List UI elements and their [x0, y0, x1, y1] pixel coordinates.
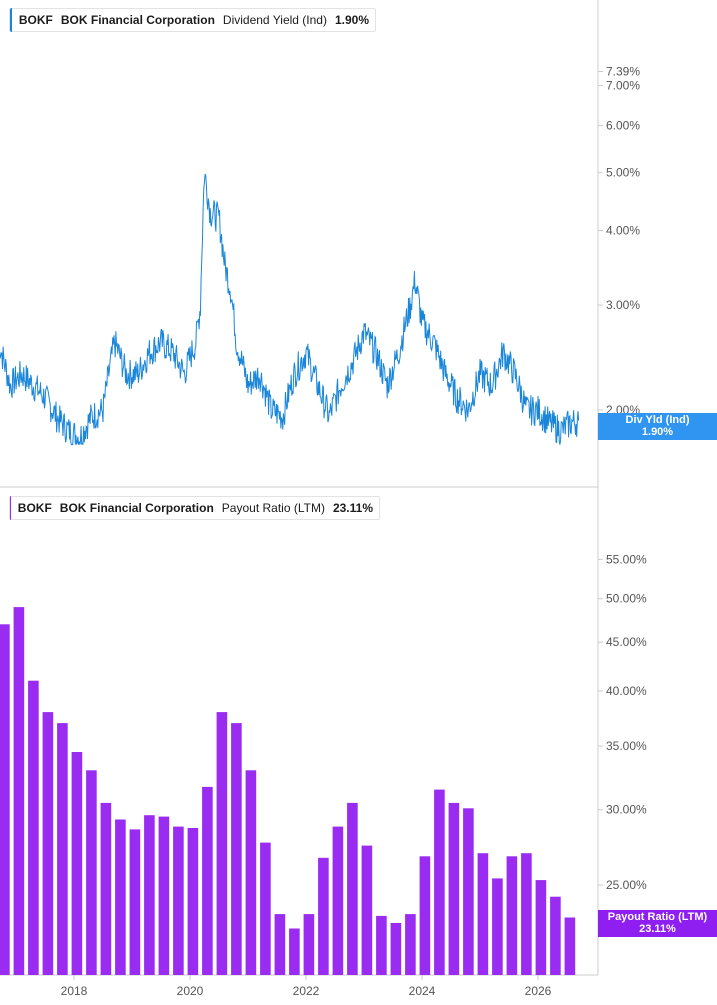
payout-legend-value: 23.11% [332, 501, 373, 515]
x-tick-label: 2026 [525, 984, 552, 998]
payout-legend-ticker: BOKF [17, 501, 52, 515]
yield-tag-value: 1.90% [641, 426, 674, 438]
payout-bar [158, 816, 170, 975]
payout-bar [303, 914, 315, 975]
payout-y-tick-label: 45.00% [606, 635, 647, 649]
payout-bar [260, 842, 271, 975]
payout-y-tick-label: 55.00% [606, 552, 647, 566]
yield-legend-ticker: BOKF [18, 13, 53, 27]
payout-legend-swatch [10, 496, 11, 520]
payout-bar [550, 896, 561, 975]
payout-bar [289, 928, 300, 975]
payout-bar [477, 853, 489, 975]
payout-bar [231, 723, 242, 975]
payout-bar [376, 915, 387, 975]
yield-legend-metric: Dividend Yield (Ind) [222, 13, 327, 27]
payout-y-tick-label: 35.00% [606, 739, 647, 753]
payout-bar [521, 853, 532, 975]
payout-y-tick-label: 30.00% [606, 803, 647, 817]
payout-bar [0, 624, 10, 975]
x-tick-label: 2024 [409, 984, 436, 998]
yield-tag-label: Div Yld (Ind) [625, 414, 690, 426]
yield-y-tick-label: 5.00% [606, 166, 640, 180]
payout-bar [71, 752, 83, 975]
yield-legend: BOKF BOK Financial Corporation Dividend … [9, 8, 376, 32]
payout-bar [332, 826, 344, 975]
payout-bar [419, 856, 431, 975]
payout-bar [564, 917, 576, 975]
payout-bar [202, 786, 213, 975]
payout-bar [463, 808, 474, 975]
yield-y-tick-label: 7.00% [606, 79, 640, 93]
payout-bar [129, 829, 141, 975]
payout-bar [405, 914, 416, 975]
yield-y-tick-label: 7.39% [606, 64, 640, 78]
x-tick-label: 2018 [61, 984, 88, 998]
payout-bar [115, 819, 126, 975]
payout-tag-label: Payout Ratio (LTM) [607, 911, 708, 923]
x-tick-label: 2020 [177, 984, 204, 998]
yield-series-line [0, 173, 580, 446]
payout-y-tick-label: 50.00% [606, 592, 647, 606]
payout-bar [57, 723, 68, 975]
payout-bar [13, 607, 25, 975]
payout-legend-metric: Payout Ratio (LTM) [221, 501, 325, 515]
payout-legend: BOKF BOK Financial Corporation Payout Ra… [9, 496, 380, 520]
payout-bar [28, 680, 39, 975]
yield-legend-value: 1.90% [334, 13, 369, 27]
payout-bar [448, 802, 460, 975]
payout-bar [535, 880, 547, 975]
yield-value-tag: Div Yld (Ind) 1.90% [598, 413, 717, 440]
payout-bar [187, 828, 199, 975]
payout-bar [318, 857, 329, 975]
payout-bar [492, 878, 503, 975]
payout-bar [86, 770, 97, 975]
x-tick-label: 2022 [293, 984, 320, 998]
yield-y-tick-label: 3.00% [606, 298, 640, 312]
payout-tag-value: 23.11% [639, 923, 676, 935]
payout-bar [216, 712, 228, 975]
payout-bar [506, 856, 518, 975]
yield-y-tick-label: 4.00% [606, 223, 640, 237]
payout-bar [347, 802, 358, 975]
yield-legend-company: BOK Financial Corporation [60, 13, 215, 27]
payout-value-tag: Payout Ratio (LTM) 23.11% [598, 910, 717, 937]
payout-bar [100, 802, 112, 975]
payout-legend-company: BOK Financial Corporation [59, 501, 214, 515]
payout-bar [274, 914, 286, 975]
yield-legend-swatch [10, 8, 12, 32]
payout-bar [42, 712, 54, 975]
payout-bar [245, 770, 257, 975]
payout-bar [173, 826, 184, 975]
payout-bar [390, 923, 402, 975]
yield-y-tick-label: 6.00% [606, 118, 640, 132]
payout-y-tick-label: 25.00% [606, 878, 647, 892]
payout-y-tick-label: 40.00% [606, 684, 647, 698]
payout-bar [434, 789, 445, 975]
payout-bar [361, 845, 373, 975]
payout-bar [144, 815, 155, 975]
